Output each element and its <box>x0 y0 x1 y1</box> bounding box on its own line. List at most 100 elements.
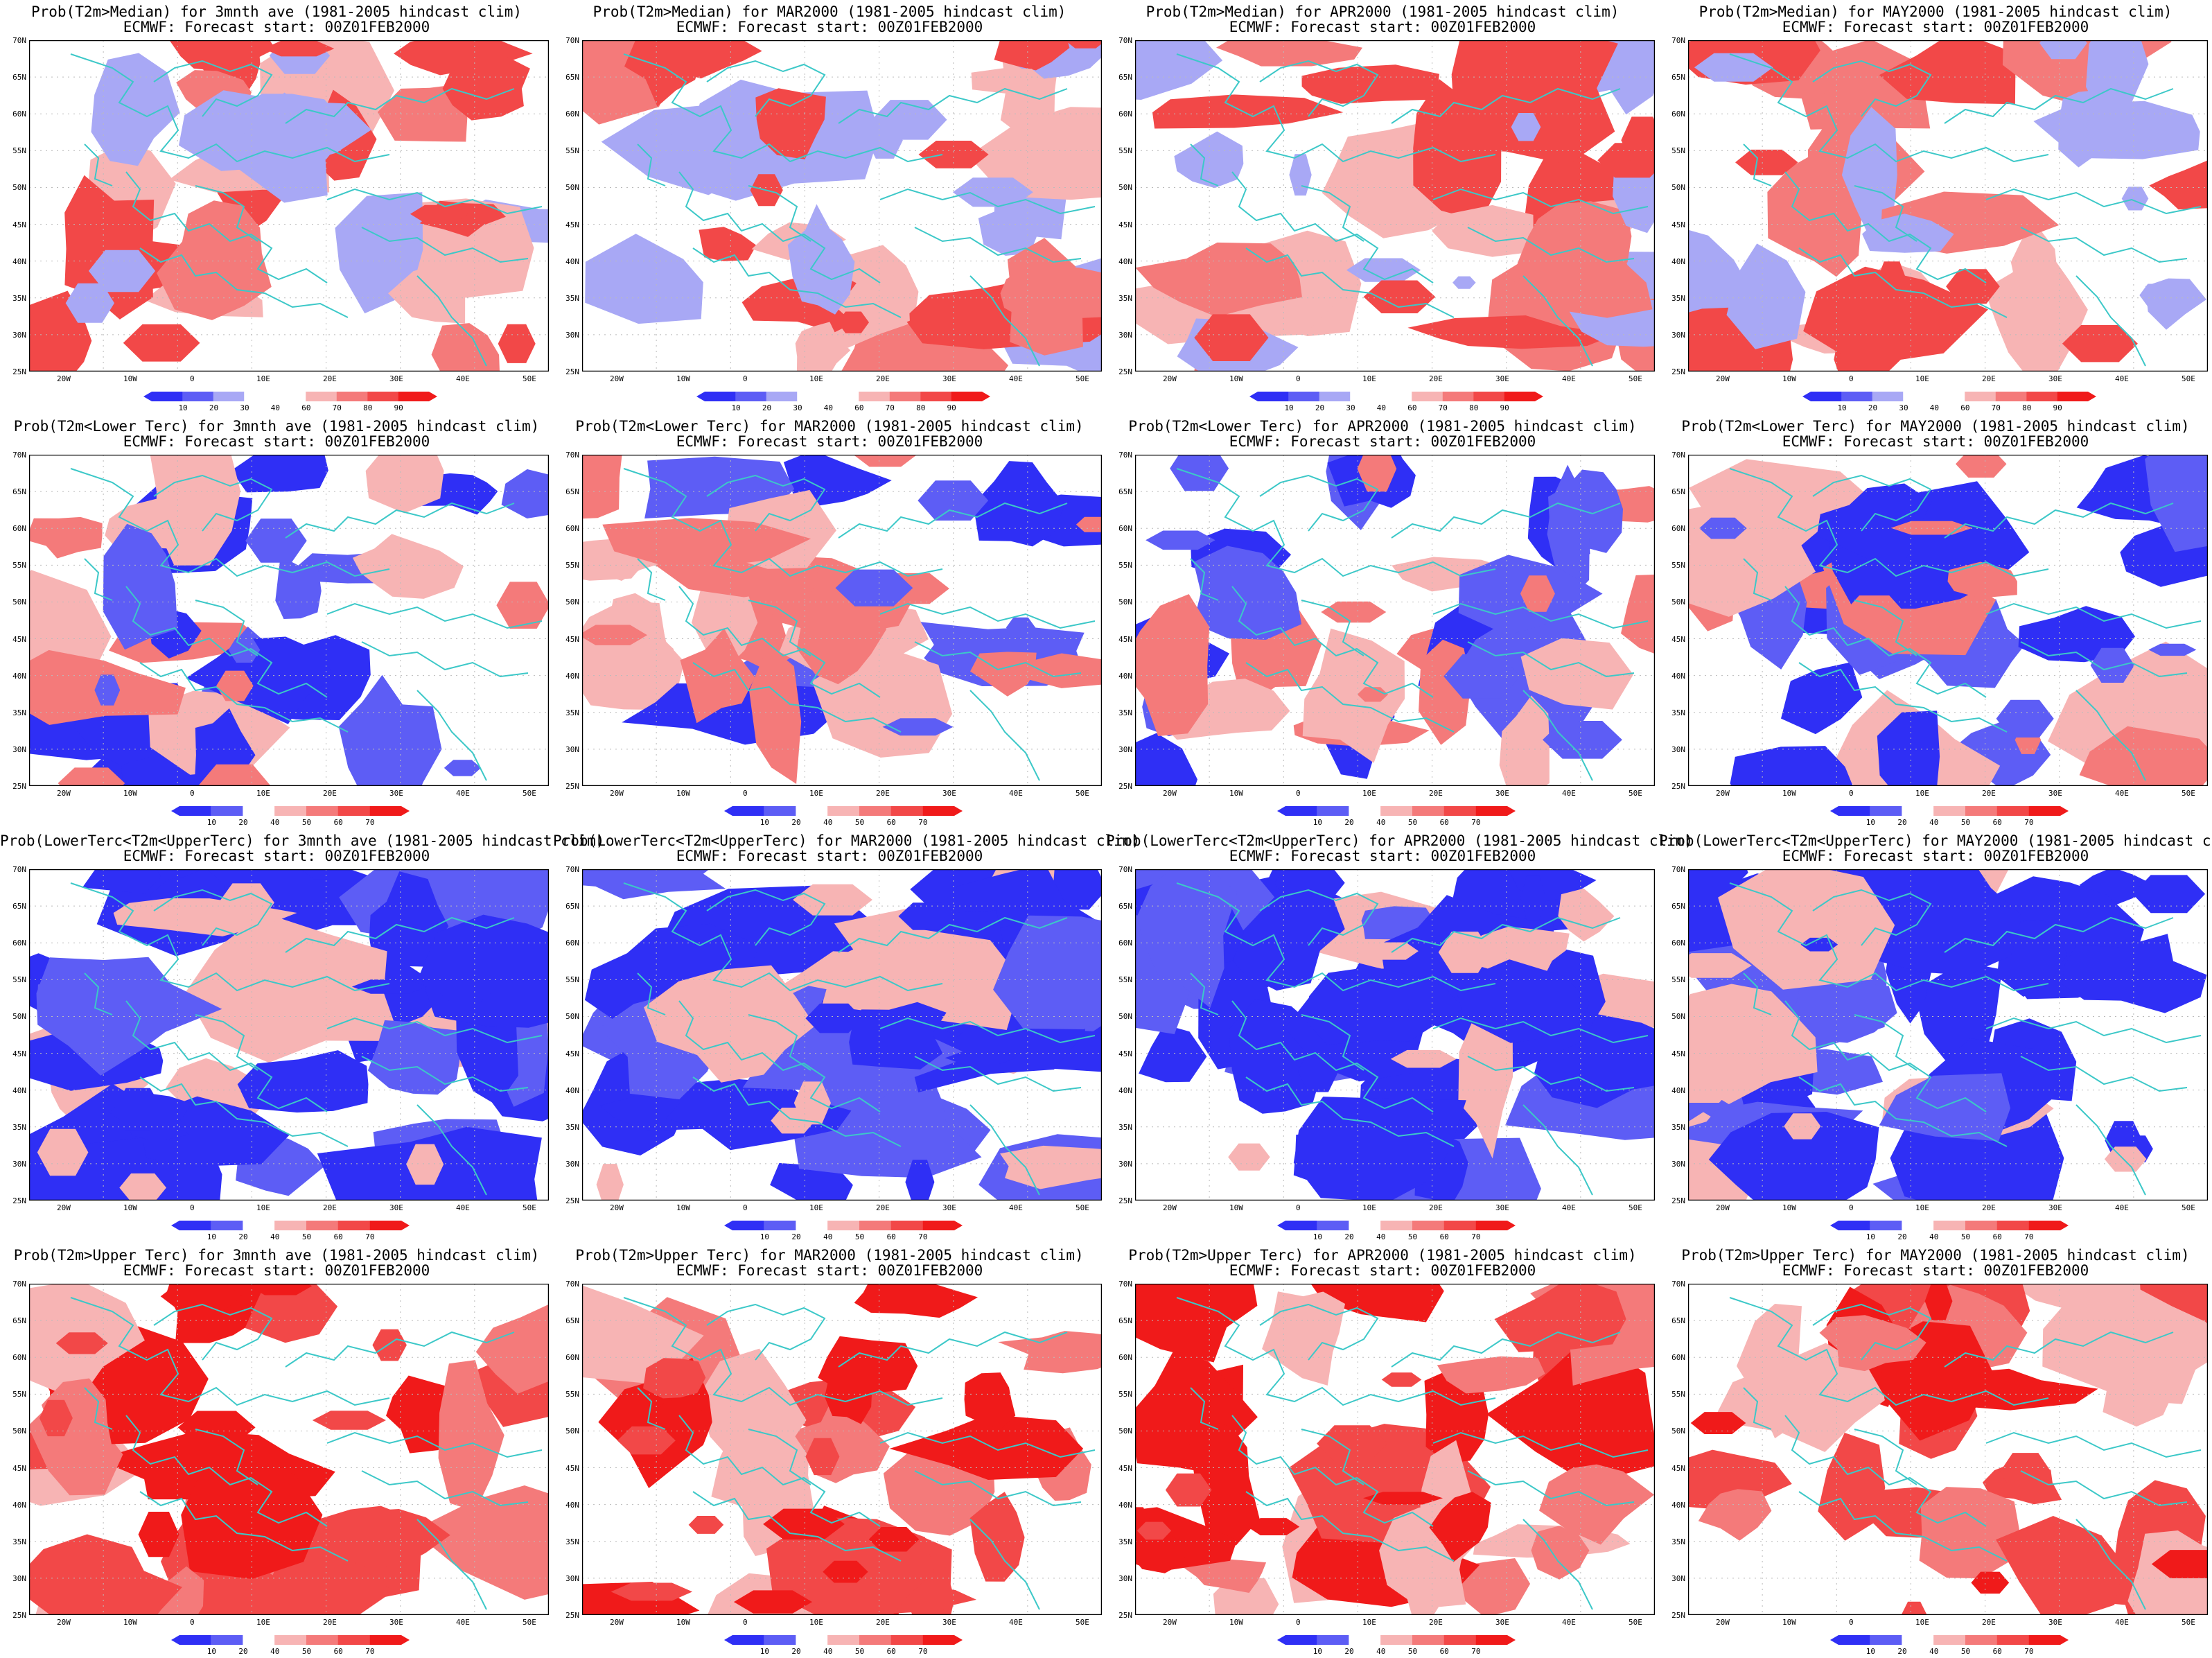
probability-core <box>406 1144 444 1185</box>
colorbar-label: 20 <box>1897 1647 1907 1656</box>
coastline <box>1301 600 1364 656</box>
latitude-label: 50N <box>12 1012 26 1022</box>
coastline <box>1301 185 1364 242</box>
colorbar-label: 30 <box>793 403 802 412</box>
probability-core <box>1357 455 1397 492</box>
colorbar-label: 40 <box>270 1232 280 1241</box>
probability-core <box>1956 455 2007 478</box>
probability-core <box>1064 40 1102 49</box>
panel-title: Prob(T2m>Upper Terc) for APR2000 (1981-2… <box>1128 1247 1637 1264</box>
panel-subtitle: ECMWF: Forecast start: 00Z01FEB2000 <box>676 848 983 864</box>
longitude-label: 10E <box>256 1618 270 1627</box>
coastline <box>706 474 826 532</box>
colorbar-label: 70 <box>1991 403 2001 412</box>
coastline <box>1231 171 1434 283</box>
coastline <box>1944 87 2174 124</box>
longitude-label: 10E <box>1362 1203 1376 1212</box>
coastline <box>623 882 943 992</box>
longitude-label: 10E <box>1362 789 1376 798</box>
coastline <box>1522 1519 1593 1610</box>
probability-core <box>835 569 913 607</box>
coastline <box>139 247 349 318</box>
coastline <box>2075 1104 2146 1196</box>
probability-contour <box>169 40 276 81</box>
longitude-label: 50E <box>1629 374 1642 383</box>
probability-core <box>216 670 254 701</box>
probability-core <box>1381 1372 1422 1387</box>
coastline <box>1784 1415 1987 1527</box>
latitude-label: 45N <box>12 1049 26 1058</box>
longitude-label: 20W <box>610 1203 624 1212</box>
coastline <box>914 227 1082 263</box>
latitude-label: 45N <box>1671 220 1685 229</box>
latitude-label: 25N <box>1671 367 1685 376</box>
colorbar-label: 60 <box>886 818 896 827</box>
probability-core <box>245 518 307 563</box>
coastline <box>1231 1000 1434 1112</box>
coastline <box>153 60 273 117</box>
colorbar <box>1830 1221 2069 1230</box>
panel-title: Prob(T2m<Lower Terc) for MAY2000 (1981-2… <box>1681 418 2190 435</box>
probability-core <box>123 324 200 362</box>
probability-core <box>1346 258 1421 282</box>
probability-contour <box>1621 575 1655 654</box>
coastline <box>1391 87 1621 124</box>
probability-core <box>1165 1473 1212 1507</box>
panel-subtitle: ECMWF: Forecast start: 00Z01FEB2000 <box>676 19 983 35</box>
latitude-label: 35N <box>12 1122 26 1132</box>
coastline <box>748 600 811 656</box>
longitude-label: 20E <box>876 789 890 798</box>
coastline <box>84 1387 113 1430</box>
latitude-label: 35N <box>1671 1122 1685 1132</box>
coastline <box>692 662 902 733</box>
longitude-label: 10E <box>809 1203 823 1212</box>
coastline <box>969 275 1040 367</box>
probability-contour <box>438 1360 504 1512</box>
probability-core <box>1520 875 1546 920</box>
latitude-label: 35N <box>565 293 579 303</box>
colorbar-label: 40 <box>1929 1232 1939 1241</box>
probability-contour <box>1718 869 1895 990</box>
colorbar-label: 20 <box>209 403 219 412</box>
longitude-label: 20W <box>1716 1203 1730 1212</box>
latitude-label: 50N <box>1118 1426 1132 1436</box>
longitude-label: 30E <box>942 789 956 798</box>
colorbar-label: 20 <box>762 403 772 412</box>
probability-core <box>1890 521 1973 535</box>
coastline <box>1729 468 2049 577</box>
latitude-label: 60N <box>12 110 26 119</box>
latitude-label: 35N <box>565 708 579 717</box>
longitude-label: 30E <box>1495 374 1509 383</box>
longitude-label: 10W <box>123 1618 137 1627</box>
latitude-label: 45N <box>1671 634 1685 644</box>
coastline <box>2075 275 2146 367</box>
probability-core <box>2039 40 2087 60</box>
probability-contour <box>1708 1112 1879 1201</box>
colorbar-label: 50 <box>301 818 312 827</box>
latitude-label: 25N <box>1671 782 1685 791</box>
colorbar-label: 70 <box>2024 1232 2034 1241</box>
colorbar-label: 50 <box>1407 818 1418 827</box>
probability-core <box>1194 314 1269 361</box>
latitude-label: 40N <box>1118 256 1132 266</box>
longitude-label: 30E <box>389 789 403 798</box>
longitude-label: 0 <box>1849 374 1854 383</box>
coastline <box>84 143 113 186</box>
probability-core <box>307 879 335 903</box>
latitude-label: 65N <box>1671 902 1685 911</box>
coastline <box>678 586 881 698</box>
probability-contour <box>412 1485 549 1600</box>
latitude-label: 45N <box>1118 220 1132 229</box>
probability-core <box>1298 1050 1339 1092</box>
latitude-label: 65N <box>12 73 26 82</box>
coastline <box>285 502 515 539</box>
probability-core <box>1177 1295 1229 1339</box>
latitude-label: 40N <box>12 1500 26 1510</box>
coastline <box>361 1056 529 1092</box>
latitude-label: 70N <box>12 451 26 460</box>
latitude-label: 70N <box>1671 865 1685 874</box>
latitude-label: 25N <box>1118 782 1132 791</box>
longitude-label: 0 <box>743 789 748 798</box>
longitude-label: 10W <box>676 1203 690 1212</box>
longitude-label: 40E <box>456 374 470 383</box>
